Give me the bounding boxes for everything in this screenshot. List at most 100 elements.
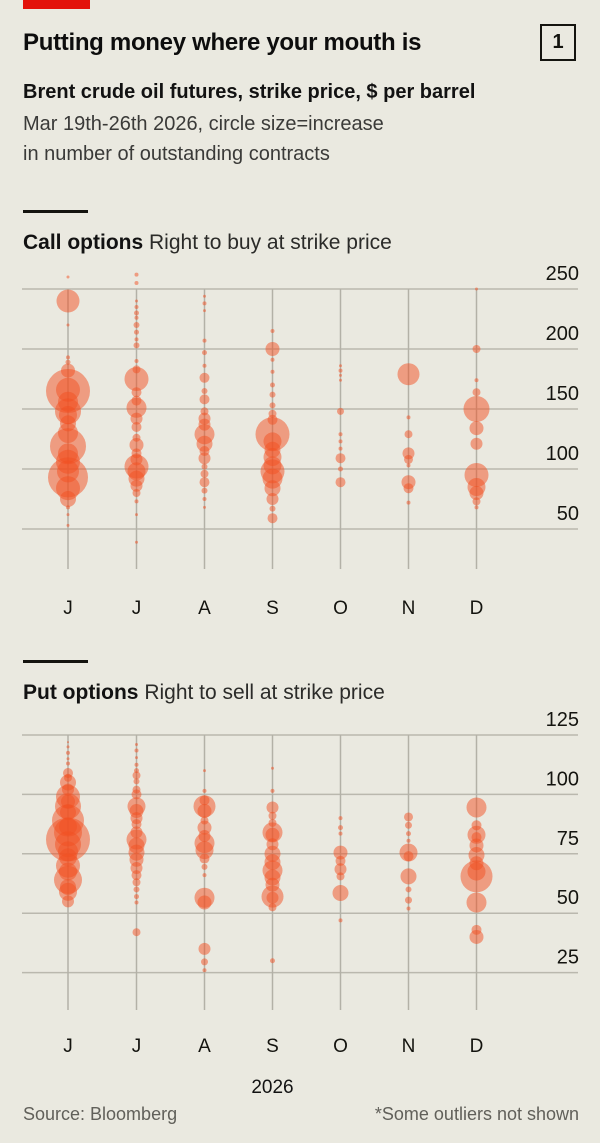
strike-bubble <box>198 452 211 465</box>
x-axis-year-label: 2026 <box>251 1077 294 1098</box>
strike-bubble <box>133 778 140 785</box>
strike-bubble <box>203 505 206 509</box>
call-section-rule <box>23 210 88 213</box>
source-credit: Source: Bloomberg <box>23 1104 178 1124</box>
strike-bubble <box>472 388 481 397</box>
strike-bubble <box>463 396 490 422</box>
strike-bubble <box>338 831 343 836</box>
strike-bubble <box>268 811 277 820</box>
strike-bubble <box>134 359 139 363</box>
put-section-heading: Put options Right to sell at strike pric… <box>23 681 563 705</box>
x-tick-label: O <box>333 598 348 619</box>
strike-bubble <box>65 359 71 365</box>
call-options-bubble-chart: 250 200 150 100 50 J J A S O N D <box>22 263 579 619</box>
strike-bubble <box>406 831 411 837</box>
strike-bubble <box>338 918 343 923</box>
strike-bubble <box>133 322 140 328</box>
figure-number: 1 <box>552 31 564 53</box>
strike-bubble <box>199 853 210 864</box>
strike-bubble <box>474 378 479 383</box>
strike-bubble <box>131 789 142 800</box>
strike-bubble <box>201 863 208 870</box>
strike-bubble <box>338 432 343 437</box>
y-tick-label: 100 <box>546 768 579 790</box>
strike-bubble <box>133 342 140 349</box>
strike-bubble <box>336 872 345 881</box>
y-tick-label: 75 <box>557 828 579 850</box>
put-options-bubble-chart: 125 100 75 50 25 J J A S O N D <box>22 709 579 1057</box>
strike-bubble <box>266 891 279 904</box>
strike-bubble <box>264 480 281 497</box>
x-tick-label: J <box>63 598 73 619</box>
call-section-subtitle: Right to buy at strike price <box>149 231 392 254</box>
strike-bubble <box>466 797 487 818</box>
strike-bubble <box>470 437 483 450</box>
strike-bubble <box>265 827 280 842</box>
strike-bubble <box>132 928 141 937</box>
strike-bubble <box>124 367 149 391</box>
strike-bubble <box>406 838 411 843</box>
strike-bubble <box>134 762 139 767</box>
strike-bubble <box>197 804 212 819</box>
strike-bubble <box>199 477 210 488</box>
strike-bubble <box>202 788 207 793</box>
y-tick-label: 100 <box>546 443 579 465</box>
strike-bubble <box>270 788 275 793</box>
strike-bubble <box>339 364 342 368</box>
strike-bubble <box>267 513 278 524</box>
strike-bubble <box>203 769 206 773</box>
x-tick-label: J <box>132 598 142 619</box>
strike-bubble <box>202 338 207 343</box>
strike-bubble <box>134 272 139 277</box>
strike-bubble <box>62 895 74 908</box>
strike-bubble <box>332 885 349 902</box>
strike-bubble <box>130 862 143 875</box>
strike-bubble <box>335 453 346 464</box>
brand-red-bar <box>23 0 90 9</box>
strike-bubble <box>400 868 417 885</box>
strike-bubble <box>66 323 70 327</box>
outliers-note: *Some outliers not shown <box>374 1104 579 1124</box>
strike-bubble <box>134 310 139 316</box>
strike-bubble <box>334 863 347 876</box>
strike-bubble <box>132 771 141 780</box>
strike-bubble <box>270 958 275 964</box>
strike-bubble <box>466 892 487 913</box>
call-section-title: Call options <box>23 231 144 254</box>
strike-bubble <box>405 821 412 829</box>
x-tick-label: N <box>402 1036 416 1057</box>
strike-bubble <box>134 337 139 342</box>
strike-bubble <box>66 750 70 755</box>
chart-description-line2: in number of outstanding contracts <box>23 143 330 165</box>
y-tick-label: 50 <box>557 887 579 909</box>
strike-bubble <box>268 903 277 912</box>
strike-bubble <box>202 968 207 973</box>
strike-bubble <box>66 275 70 279</box>
strike-bubble <box>202 873 207 878</box>
strike-bubble <box>270 369 275 374</box>
strike-bubble <box>469 486 484 500</box>
strike-bubble <box>271 766 274 770</box>
strike-bubble <box>135 540 138 544</box>
strike-bubble <box>131 870 142 881</box>
put-section-title: Put options <box>23 681 139 704</box>
strike-bubble <box>46 369 90 413</box>
strike-bubble <box>405 896 412 904</box>
strike-bubble <box>266 493 279 505</box>
y-tick-label: 250 <box>546 263 579 285</box>
strike-bubble <box>472 497 481 506</box>
strike-bubble <box>66 761 70 766</box>
strike-bubble <box>195 841 214 860</box>
chart-subtitle: Brent crude oil futures, strike price, $… <box>23 81 476 103</box>
strike-bubble <box>132 489 141 497</box>
strike-bubble <box>405 886 412 893</box>
strike-bubble <box>66 505 70 510</box>
strike-bubble <box>60 491 76 507</box>
strike-bubble <box>134 315 139 320</box>
strike-bubble <box>135 743 138 747</box>
y-tick-label: 25 <box>557 947 579 969</box>
strike-bubble <box>201 487 208 494</box>
strike-bubble <box>126 397 147 418</box>
strike-bubble <box>66 513 70 517</box>
